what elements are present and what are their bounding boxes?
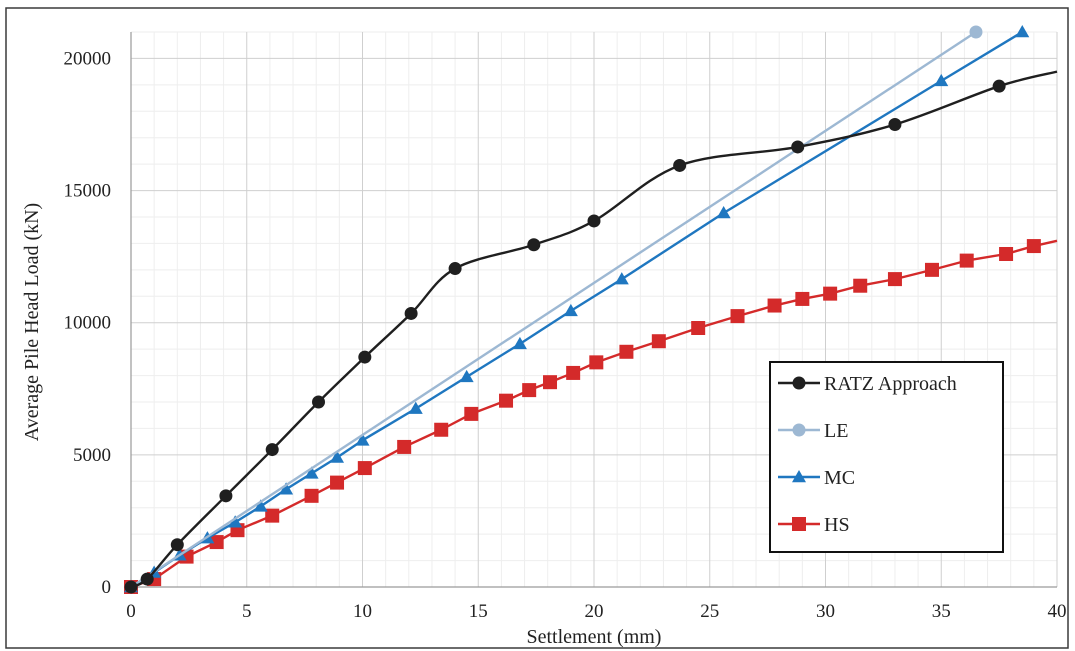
data-point-mc [614, 272, 629, 285]
data-point-hs [619, 344, 634, 359]
x-tick-label: 0 [126, 601, 136, 622]
series-ratz-approach [124, 70, 1058, 594]
data-point-hs [767, 298, 782, 313]
data-point-hs [887, 272, 902, 287]
x-tick-label: 5 [242, 601, 252, 622]
legend-label: LE [824, 420, 848, 442]
legend-item-mc: MC [778, 467, 855, 489]
legend-marker-mc [792, 470, 806, 483]
data-point-mc [304, 466, 319, 479]
data-point-hs [543, 375, 558, 390]
data-point-hs [959, 253, 974, 268]
series-line-le [130, 30, 977, 589]
data-point-ratz-approach [140, 572, 154, 586]
data-point-hs [691, 321, 706, 335]
data-point-ratz-approach [448, 262, 462, 276]
data-point-hs [265, 508, 280, 523]
data-point-mc [716, 206, 731, 219]
data-point-mc [253, 499, 268, 512]
data-point-ratz-approach [992, 79, 1006, 93]
data-point-hs [1026, 239, 1041, 254]
legend-marker-ratz-approach [792, 376, 806, 390]
data-point-ratz-approach [527, 238, 541, 252]
data-point-hs [304, 488, 319, 503]
legend: RATZ Approach LE MC HS [769, 361, 1004, 553]
legend-label: HS [824, 514, 850, 536]
data-point-ratz-approach [312, 395, 326, 409]
data-point-mc [330, 450, 345, 463]
data-point-hs [924, 262, 939, 277]
data-point-hs [357, 461, 372, 476]
y-tick-label: 5000 [73, 445, 111, 466]
data-point-mc [279, 482, 294, 495]
data-point-hs [209, 535, 224, 550]
data-point-ratz-approach [265, 443, 279, 457]
data-point-mc [355, 433, 370, 446]
x-axis-title: Settlement (mm) [527, 626, 662, 648]
axes [130, 32, 1057, 588]
series-hs [124, 239, 1058, 594]
y-tick-label: 15000 [64, 181, 112, 202]
data-point-ratz-approach [170, 538, 184, 552]
data-point-hs [464, 406, 479, 421]
data-point-ratz-approach [673, 158, 687, 172]
data-point-hs [434, 422, 449, 437]
legend-item-le: LE [778, 420, 848, 442]
data-point-hs [566, 365, 581, 380]
data-point-mc [934, 73, 949, 87]
y-tick-label: 20000 [64, 48, 112, 69]
legend-item-hs: HS [778, 514, 850, 536]
data-point-hs [999, 247, 1014, 261]
data-point-ratz-approach [587, 214, 601, 228]
x-tick-label: 15 [469, 601, 488, 622]
legend-item-ratz-approach: RATZ Approach [778, 373, 957, 395]
data-point-hs [522, 383, 537, 398]
data-point-ratz-approach [124, 580, 138, 594]
legend-marker-le [792, 423, 806, 437]
data-point-ratz-approach [888, 118, 902, 131]
data-point-mc [228, 515, 243, 528]
legend-marker-hs [792, 517, 806, 531]
data-point-hs [730, 309, 745, 324]
y-tick-label: 0 [102, 577, 112, 598]
data-point-mc [408, 401, 423, 414]
y-tick-label: 10000 [64, 313, 112, 334]
data-point-mc [512, 336, 527, 350]
data-point-mc [459, 369, 474, 383]
legend-label: RATZ Approach [824, 373, 957, 395]
legend-box [769, 361, 1004, 553]
data-point-hs [499, 393, 514, 408]
legend-label: MC [824, 467, 855, 489]
data-point-mc [563, 303, 578, 317]
data-point-hs [589, 355, 604, 370]
data-point-hs [330, 475, 345, 490]
data-point-hs [651, 334, 666, 349]
data-point-ratz-approach [358, 350, 372, 364]
data-point-ratz-approach [404, 306, 418, 320]
data-point-le [969, 25, 983, 39]
x-tick-label: 25 [700, 601, 719, 622]
data-point-hs [795, 291, 810, 306]
data-point-ratz-approach [219, 489, 233, 503]
data-point-hs [397, 439, 412, 454]
x-tick-label: 35 [932, 601, 951, 622]
data-point-hs [823, 286, 838, 301]
series-layer [124, 25, 1058, 594]
x-tick-label: 30 [816, 601, 835, 622]
y-axis-title: Average Pile Head Load (kN) [21, 203, 43, 441]
data-point-hs [853, 278, 868, 293]
x-tick-label: 20 [585, 601, 604, 622]
x-tick-label: 10 [353, 601, 372, 622]
x-tick-label: 40 [1048, 601, 1067, 622]
tick-labels: 0 5 10 15 20 25 30 35 40 0 5000 10000 15000 20000 [64, 48, 1067, 622]
data-point-mc [1015, 25, 1030, 38]
data-point-ratz-approach [791, 140, 805, 154]
